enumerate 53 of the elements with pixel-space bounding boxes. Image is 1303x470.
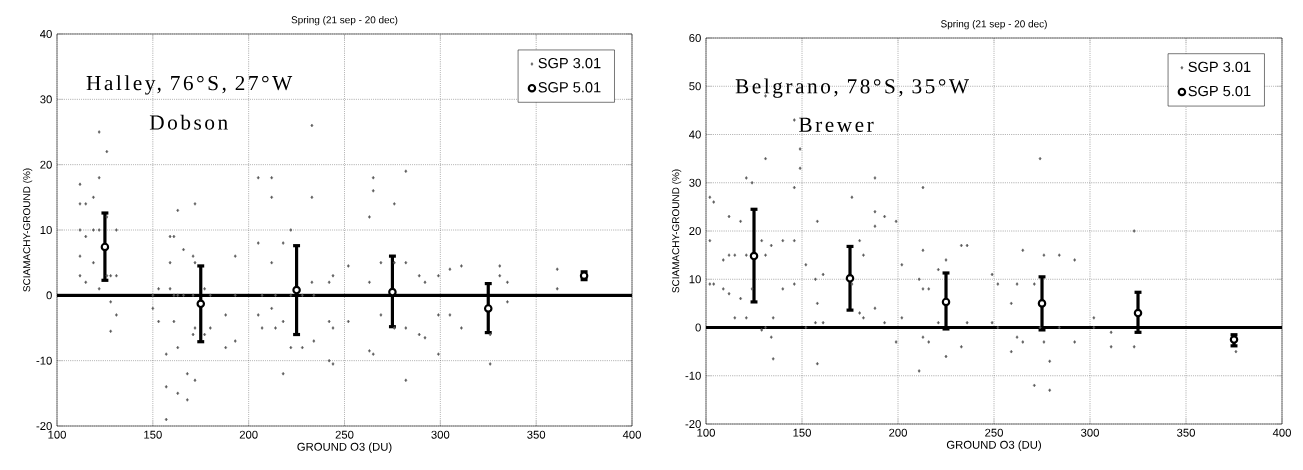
y-tick-label: 40 bbox=[40, 30, 52, 38]
x-tick-label: 200 bbox=[239, 430, 258, 439]
y-tick-label: 20 bbox=[689, 227, 701, 235]
point bbox=[483, 304, 493, 313]
y-tick-label: -10 bbox=[685, 371, 701, 380]
x-tick-label: 400 bbox=[1272, 428, 1291, 437]
x-tick-label: 100 bbox=[48, 430, 66, 439]
point bbox=[845, 274, 855, 283]
annotation: Brewer bbox=[799, 117, 874, 132]
x-tick-label: 150 bbox=[793, 428, 811, 437]
y-tick-label: 20 bbox=[40, 160, 52, 169]
y-axis-title: SCIAMACHY-GROUND (%) bbox=[22, 168, 33, 292]
y-tick-label: 0 bbox=[695, 323, 701, 332]
x-tick-label: 300 bbox=[431, 430, 450, 439]
legend-label: SGP 3.01 bbox=[538, 57, 601, 69]
chart-title: Spring (21 sep - 20 dec) bbox=[941, 20, 1047, 30]
y-tick-label: 10 bbox=[40, 226, 52, 234]
x-tick-label: 300 bbox=[1081, 428, 1099, 437]
y-tick-label: 40 bbox=[689, 130, 701, 139]
x-tick-label: 250 bbox=[335, 430, 354, 439]
annotation: Belgrano, 78°S, 35°W bbox=[735, 78, 969, 98]
y-axis-title: SCIAMACHY-GROUND (%) bbox=[671, 169, 682, 293]
y-tick-label: 30 bbox=[689, 178, 701, 187]
point bbox=[941, 297, 951, 307]
point bbox=[196, 299, 206, 309]
y-tick-label: 50 bbox=[689, 82, 701, 91]
point bbox=[749, 251, 759, 261]
y-tick-label: -10 bbox=[36, 356, 52, 365]
chart-title: Spring (21 sep - 20 dec) bbox=[291, 16, 398, 26]
x-tick-label: 350 bbox=[527, 430, 546, 439]
x-axis-title: GROUND O3 (DU) bbox=[946, 440, 1041, 451]
legend-label: SGP 3.01 bbox=[1188, 61, 1251, 73]
annotation: Halley, 76°S, 27°W bbox=[86, 75, 293, 95]
legend-label: SGP 5.01 bbox=[538, 82, 601, 93]
annotation: Dobson bbox=[149, 114, 228, 130]
x-tick-label: 250 bbox=[985, 428, 1003, 437]
x-tick-label: 400 bbox=[622, 430, 641, 439]
y-tick-label: 60 bbox=[689, 34, 701, 42]
point bbox=[1037, 299, 1047, 308]
y-tick-label: 0 bbox=[46, 291, 52, 300]
y-tick-label: 30 bbox=[40, 95, 52, 104]
point bbox=[1133, 308, 1143, 318]
y-tick-label: -20 bbox=[36, 422, 52, 430]
x-tick-label: 100 bbox=[697, 428, 715, 437]
point bbox=[292, 285, 301, 295]
point bbox=[100, 242, 110, 252]
x-axis-title: GROUND O3 (DU) bbox=[297, 442, 392, 453]
y-tick-label: 10 bbox=[689, 275, 701, 284]
x-tick-label: 150 bbox=[144, 430, 162, 439]
x-tick-label: 350 bbox=[1177, 428, 1195, 437]
y-tick-label: -20 bbox=[685, 420, 701, 428]
x-tick-label: 200 bbox=[889, 428, 907, 437]
legend-label: SGP 5.01 bbox=[1188, 85, 1251, 97]
